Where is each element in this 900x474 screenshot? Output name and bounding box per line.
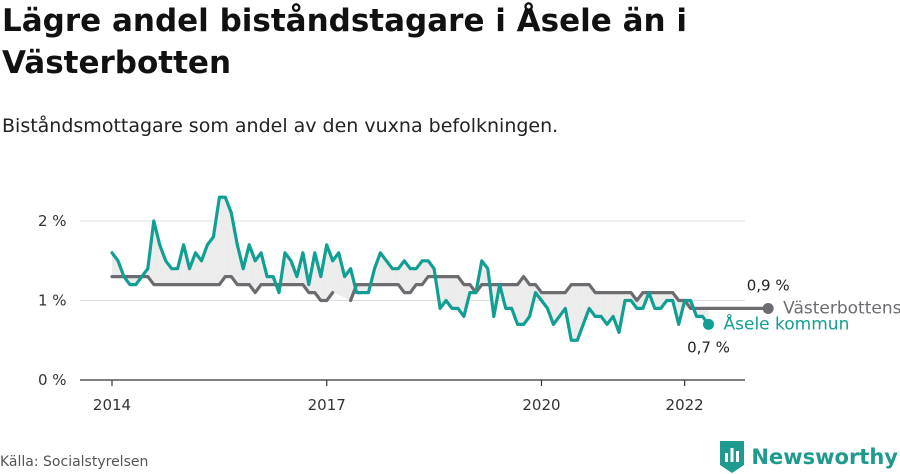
difference-area [457,276,464,317]
difference-area [452,276,458,309]
source-note: Källa: Socialstyrelsen [0,454,149,470]
difference-area [153,221,160,285]
y-tick-label: 0 % [38,371,67,389]
difference-area [129,276,136,285]
difference-area [416,260,423,285]
difference-area [207,236,214,285]
difference-area [613,292,620,333]
x-tick-label: 2020 [522,396,560,414]
end-value-label-asele: 0,7 % [687,338,730,356]
difference-area [583,284,590,325]
series-line-vasterbotten [110,275,770,310]
difference-area [511,284,518,325]
difference-area [481,260,488,285]
difference-area [255,252,262,293]
y-tick-label: 1 % [38,292,67,310]
series-end-dot-vasterbotten [762,302,774,314]
end-value-label-vasterbotten: 0,9 % [747,276,790,294]
chart-subtitle: Biståndsmottagare som andel av den vuxna… [2,115,559,137]
series-line-asele [110,195,711,342]
difference-area [213,197,220,285]
difference-area [201,244,208,285]
series-name-asele: Åsele kommun [724,312,850,334]
y-tick-label: 2 % [38,212,67,230]
brand-logo[interactable]: Newsworthy [720,441,898,473]
difference-area [159,244,166,285]
difference-area [332,252,339,293]
difference-area [332,252,351,301]
x-tick-label: 2017 [308,396,346,414]
chart-title: Lägre andel biståndstagare i Åsele än i … [2,3,687,81]
difference-area [523,276,530,325]
x-tick-label: 2014 [93,396,131,414]
difference-area [571,284,578,341]
brand-name: Newsworthy [751,445,898,469]
series-end-dot-asele [703,318,715,330]
x-tick-label: 2022 [666,396,704,414]
difference-area [225,197,232,277]
difference-area [410,268,417,293]
difference-area [249,244,256,293]
difference-area [171,268,178,285]
difference-area [219,197,226,285]
difference-area [505,284,512,309]
difference-area [386,260,393,285]
difference-area [625,292,631,301]
difference-area [696,308,703,317]
difference-area [231,213,238,285]
difference-area [666,292,673,301]
difference-area [422,260,429,285]
difference-area [654,292,661,309]
difference-area [517,276,524,325]
difference-area [362,284,369,293]
difference-area [356,284,363,293]
series-name-vasterbotten: Västerbottens län [783,298,900,318]
difference-area [165,260,172,285]
difference-area [267,276,274,285]
difference-area [392,268,399,285]
difference-area [595,292,602,317]
newsworthy-logo-icon [720,441,745,473]
